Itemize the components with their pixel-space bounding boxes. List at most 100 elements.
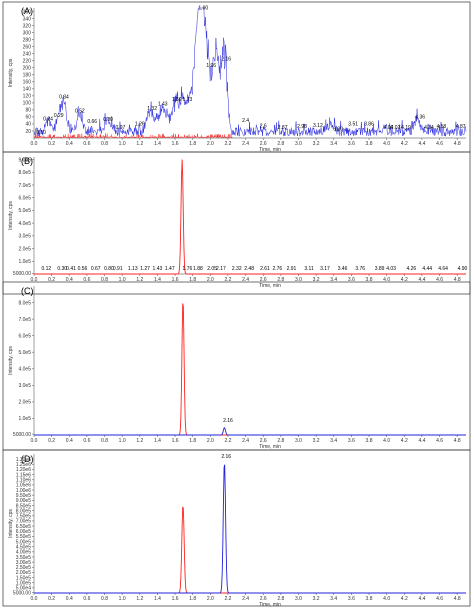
peak-label: 3.46	[338, 266, 348, 272]
peak-label: 3.89	[375, 266, 385, 272]
x-tick-label: 1.6	[172, 438, 179, 444]
x-tick-label: 4.6	[436, 438, 443, 444]
peak-label: 4.00	[384, 125, 394, 131]
peak-label: 3.30	[333, 126, 343, 132]
x-tick-label: 4.2	[401, 596, 408, 602]
y-tick-label: 280	[23, 37, 32, 43]
y-tick-label: 2.50e5	[16, 565, 32, 571]
y-tick-label: 40	[25, 122, 31, 128]
series-line-1	[34, 159, 466, 275]
y-tick-label: 5.0e5	[18, 208, 31, 214]
y-tick-label: 3.50e5	[16, 555, 32, 561]
peak-label: 3.51	[348, 122, 358, 128]
y-tick-label: 1.10e6	[16, 478, 32, 484]
x-tick-label: 3.0	[295, 141, 302, 147]
peak-label: 1.90	[198, 5, 208, 11]
y-tick-label: 180	[23, 73, 32, 79]
x-tick-label: 0.6	[83, 141, 90, 147]
y-tick-label: 2.0e5	[18, 400, 31, 406]
x-tick-label: 1.0	[119, 141, 126, 147]
peak-label: 1.43	[153, 266, 163, 272]
x-tick-label: 2.2	[224, 141, 231, 147]
x-tick-label: 1.0	[119, 596, 126, 602]
y-tick-label: 260	[23, 44, 32, 50]
x-tick-label: 4.2	[401, 277, 408, 283]
x-tick-label: 2.0	[207, 277, 214, 283]
y-tick-label: 9.50e5	[16, 493, 32, 499]
peak-label: 4.44	[422, 266, 432, 272]
peak-label: 2.05	[207, 266, 217, 272]
y-tick-label: 3.0e5	[18, 383, 31, 389]
y-axis-label: Intensity, cps	[8, 58, 14, 87]
y-tick-label: 120	[23, 94, 32, 100]
y-tick-label: 5000.00	[13, 590, 31, 596]
x-tick-label: 1.0	[119, 277, 126, 283]
peak-label: 3.11	[304, 266, 314, 272]
y-tick-label: 1.00e5	[16, 581, 32, 587]
y-tick-label: 220	[23, 59, 32, 65]
panel-frame	[2, 151, 471, 295]
y-tick-label: 1.05e6	[16, 483, 32, 489]
y-tick-label: 20	[25, 129, 31, 135]
x-tick-label: 2.4	[242, 141, 249, 147]
x-tick-label: 0.0	[31, 438, 38, 444]
peak-label: 1.13	[128, 266, 138, 272]
peak-label: 4.58	[436, 124, 446, 130]
peak-label: 2.32	[232, 266, 242, 272]
x-tick-label: 4.0	[383, 438, 390, 444]
x-tick-label: 4.6	[436, 596, 443, 602]
peak-label: 2.4	[242, 118, 249, 124]
x-tick-label: 2.8	[277, 596, 284, 602]
y-tick-label: 360	[23, 9, 32, 15]
x-tick-label: 2.2	[224, 596, 231, 602]
y-tick-label: 2.0e5	[18, 246, 31, 252]
peak-label: 0.30	[57, 266, 67, 272]
panel-frame	[2, 449, 471, 607]
peak-label: 0.80	[103, 117, 113, 123]
panel-b: (B)0.0 0.2 0.4 0.6 0.8 1.0 1.2 1.4 1.6 1.8 2.0 2.2 2…	[2, 151, 471, 295]
peak-label: 0.56	[78, 266, 88, 272]
peak-label: 1.88	[193, 266, 203, 272]
peak-label: 0.41	[66, 266, 76, 272]
x-tick-label: 1.6	[172, 596, 179, 602]
peak-label: 0.12	[41, 266, 51, 272]
y-tick-label: 5000.00	[13, 432, 31, 438]
peak-label: 1.76	[183, 266, 193, 272]
y-tick-label: 1.20e6	[16, 467, 32, 473]
y-tick-label: 4.0e5	[18, 221, 31, 227]
series-line-2	[34, 464, 466, 594]
peak-label: 1.26	[135, 121, 145, 127]
peak-label: 0.80	[104, 266, 114, 272]
peak-label: 1.47	[165, 266, 175, 272]
x-tick-label: 4.8	[454, 596, 461, 602]
y-tick-label: 200	[23, 66, 32, 72]
x-tick-label: 4.0	[383, 596, 390, 602]
panel-label: (B)	[21, 156, 33, 166]
y-tick-label: 7.0e5	[18, 183, 31, 189]
x-tick-label: 3.4	[330, 438, 337, 444]
x-tick-label: 2.4	[242, 277, 249, 283]
x-tick-label: 3.2	[313, 277, 320, 283]
x-tick-label: 0.6	[83, 277, 90, 283]
x-tick-label: 2.4	[242, 596, 249, 602]
y-axis-label: Intensity, cps	[8, 201, 14, 230]
x-tick-label: 0.8	[101, 438, 108, 444]
x-axis-label: Time, min	[259, 444, 281, 450]
y-tick-label: 3.0e5	[18, 234, 31, 240]
peak-label: 2.48	[244, 266, 254, 272]
peak-label: 4.87	[456, 124, 466, 130]
x-tick-label: 2.6	[260, 277, 267, 283]
y-tick-label: 160	[23, 80, 32, 86]
peak-label: 4.02	[391, 125, 401, 131]
x-tick-label: 2.0	[207, 438, 214, 444]
x-axis-label: Time, min	[259, 602, 281, 608]
x-tick-label: 1.4	[154, 141, 161, 147]
x-tick-label: 3.6	[348, 438, 355, 444]
panel-a: (A) 0.0 0.2 0.4 0.6 0.8 1.0 1.2 1.4 1.6 1.8 2.0 2.2 2…	[2, 1, 471, 153]
x-tick-label: 4.8	[454, 438, 461, 444]
x-tick-label: 4.8	[454, 141, 461, 147]
x-tick-label: 1.4	[154, 277, 161, 283]
y-tick-label: 5.50e5	[16, 534, 32, 540]
peak-label: 4.34	[424, 125, 434, 131]
y-tick-label: 5.00e5	[16, 539, 32, 545]
